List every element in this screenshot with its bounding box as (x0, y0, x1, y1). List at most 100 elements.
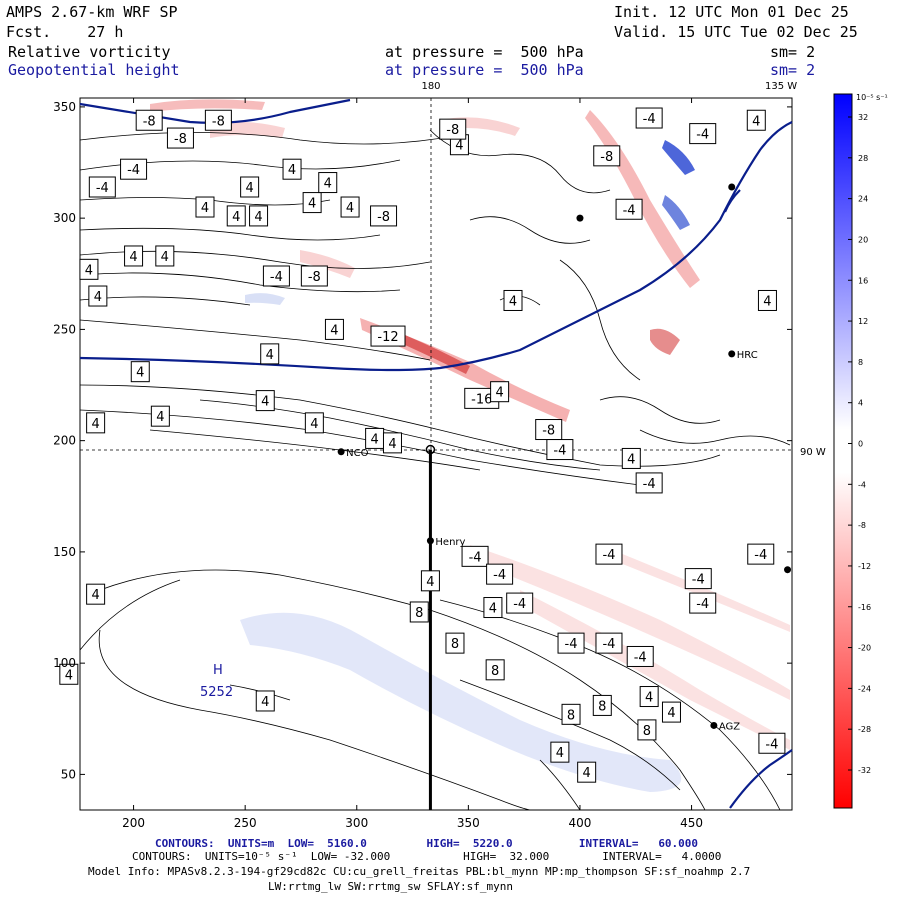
contour-label-box (615, 198, 643, 220)
high-pressure-value: 5252 (200, 685, 233, 700)
contour-label: -8 (593, 145, 621, 167)
contour-label-value: 4 (161, 250, 169, 265)
contour-label-value: -4 (696, 597, 709, 612)
model-info: Model Info: MPASv8.2.3-194-gf29cd82c CU:… (88, 865, 751, 878)
field1-level: at pressure = 500 hPa (385, 43, 584, 61)
contour-label: 4 (483, 597, 503, 619)
station-dot (426, 537, 434, 545)
contour-label-box (592, 694, 612, 716)
contour-label-value: -4 (553, 444, 566, 459)
contour-label-value: -8 (143, 114, 156, 129)
contour-label-value: -4 (469, 550, 482, 565)
station-dot (728, 183, 736, 191)
contour-label-value: 4 (583, 766, 591, 781)
contour-label-box (255, 390, 275, 412)
contour-label: -8 (166, 127, 194, 149)
contour-label-value: -4 (96, 181, 109, 196)
contour-label-box (255, 690, 275, 712)
contour-label: 4 (318, 172, 338, 194)
contour-label-box (546, 439, 574, 461)
contour-label-value: 8 (415, 606, 423, 621)
contour-label-box (485, 659, 505, 681)
contour-label-box (59, 663, 79, 685)
contour-label: 4 (86, 412, 106, 434)
contour-label: 4 (282, 158, 302, 180)
contour-label-box (595, 632, 623, 654)
colorbar-tick-label: -12 (858, 562, 871, 571)
colorbar-tick-label: -4 (858, 480, 866, 489)
contour-label-value: 4 (455, 139, 463, 154)
contour-label: 4 (79, 258, 99, 280)
contour-label-value: 4 (129, 250, 137, 265)
contour-label: 4 (550, 741, 570, 763)
contour-label: -4 (506, 592, 534, 614)
x-tick-label: 300 (345, 816, 368, 830)
contour-label-box (684, 568, 712, 590)
contour-label: -4 (689, 592, 717, 614)
contour-label-box (486, 563, 514, 585)
colorbar-tick-label: -8 (858, 521, 866, 530)
contour-label-box (324, 318, 344, 340)
contour-label-box (204, 109, 232, 131)
contour-label-box (621, 447, 641, 469)
contour-label-value: 4 (288, 163, 296, 178)
lon-180-label: 180 (421, 81, 440, 92)
contour-label-value: 4 (509, 294, 517, 309)
contour-label-value: -4 (634, 650, 647, 665)
contour-label-value: 4 (763, 294, 771, 309)
colorbar (833, 93, 853, 809)
contour-label: -4 (635, 472, 663, 494)
contour-label: 8 (409, 601, 429, 623)
contour-label: 4 (155, 245, 175, 267)
contour-label-value: -8 (542, 424, 555, 439)
contour-label-box (757, 289, 777, 311)
field1-smoothing: sm= 2 (770, 43, 816, 61)
contour-label-value: -4 (513, 597, 526, 612)
contour-label-box (260, 343, 280, 365)
contour-label-value: 4 (94, 290, 102, 305)
field2-smoothing: sm= 2 (770, 61, 816, 79)
contour-label: -4 (120, 158, 148, 180)
colorbar-tick-label: 12 (858, 317, 868, 326)
contour-label-value: 4 (232, 210, 240, 225)
contour-label-box (300, 265, 328, 287)
colorbar-ticks: 32 28 24 20 16 12 8 4 0 -4 -8 -12 -16 -20 -24 -28 -32 (848, 113, 871, 775)
contour-label-box (382, 432, 402, 454)
contour-label-box (635, 472, 663, 494)
colorbar-tick-label: 4 (858, 399, 863, 408)
contour-label-box (135, 109, 163, 131)
field2-name: Geopotential height (8, 61, 180, 79)
contour-label: -8 (370, 205, 398, 227)
contour-label: 4 (490, 381, 510, 403)
contour-label: -4 (635, 107, 663, 129)
contour-label-value: -4 (754, 548, 767, 563)
contour-label-value: -4 (565, 637, 578, 652)
high-pressure-marker: H (213, 663, 223, 678)
lon-135w-label: 135 W (765, 81, 797, 92)
contour-label: 4 (124, 245, 144, 267)
contour-label: 4 (340, 196, 360, 218)
model-info-2: LW:rrtmg_lw SW:rrtmg_sw SFLAY:sf_mynn (268, 880, 514, 893)
contour-label: 4 (639, 686, 659, 708)
contour-label: -4 (689, 123, 717, 145)
contour-label-value: 4 (245, 181, 253, 196)
contour-label: -8 (300, 265, 328, 287)
contour-label: 8 (485, 659, 505, 681)
contour-label-box (155, 245, 175, 267)
contour-label-value: 4 (261, 395, 269, 410)
contour-label: 4 (302, 192, 322, 214)
x-tick-label: 400 (569, 816, 592, 830)
contour-label: 4 (324, 318, 344, 340)
contour-label-value: -4 (643, 112, 656, 127)
contour-label-box (88, 176, 116, 198)
contour-label-value: 4 (310, 417, 318, 432)
contour-label-value: 4 (667, 706, 675, 721)
contour-label: -8 (135, 109, 163, 131)
contour-label-box (302, 192, 322, 214)
colorbar-tick-label: 32 (858, 113, 868, 122)
contour-label-value: -4 (643, 477, 656, 492)
contour-label: -4 (595, 632, 623, 654)
contour-label: 4 (59, 663, 79, 685)
contour-label: 4 (503, 289, 523, 311)
